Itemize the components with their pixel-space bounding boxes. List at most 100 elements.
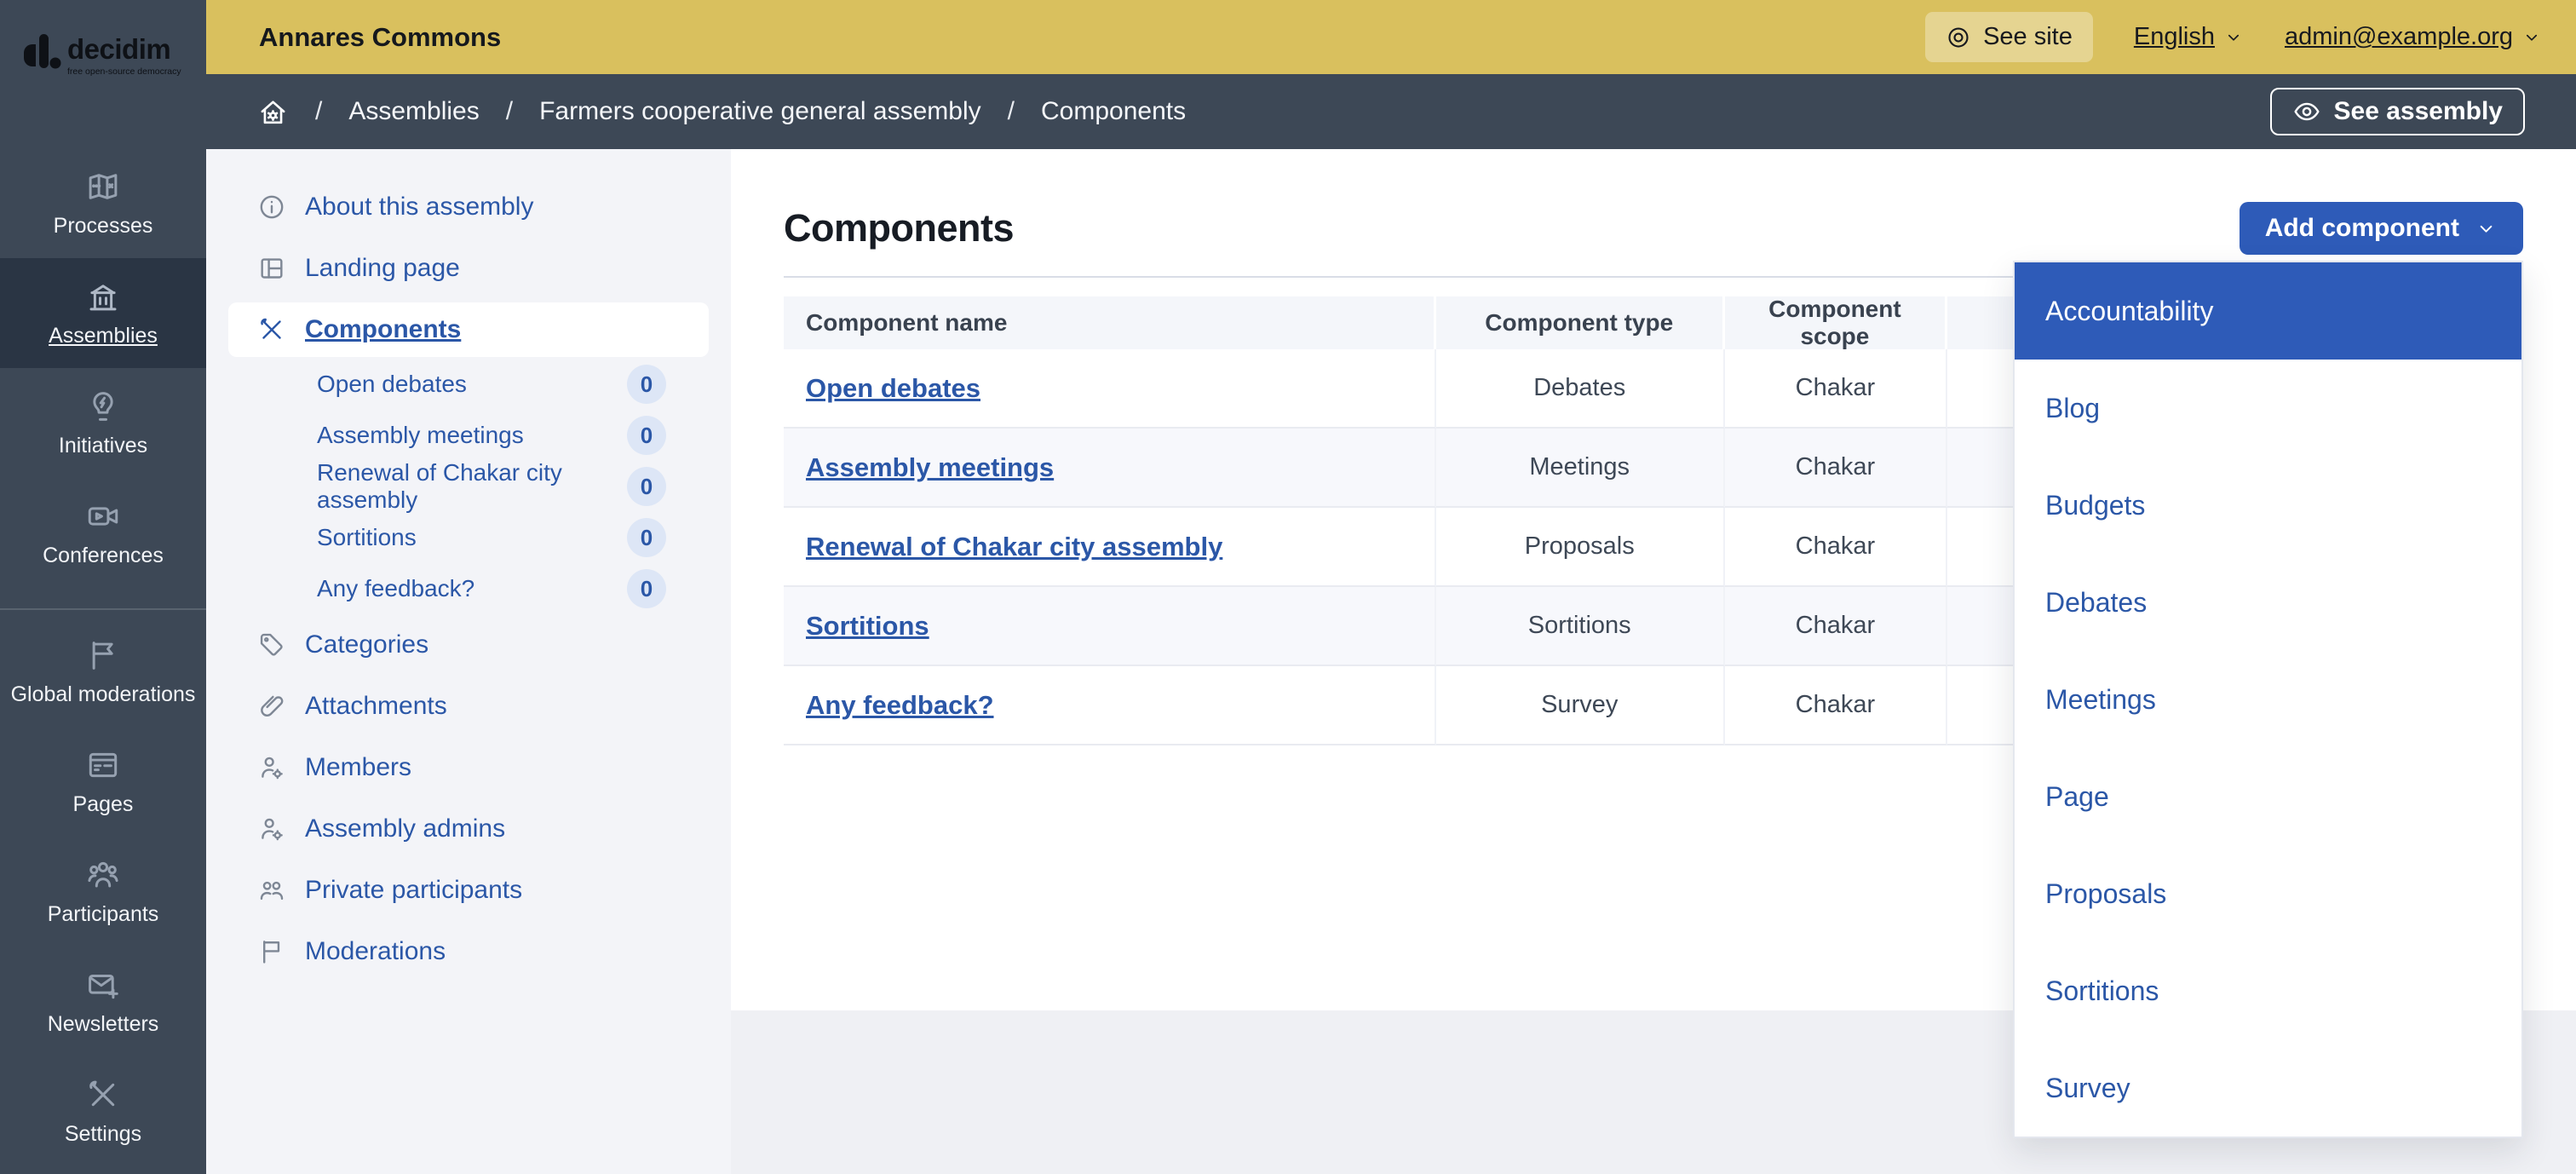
- component-child-open-debates[interactable]: Open debates 0: [228, 359, 709, 410]
- tools-icon: [261, 318, 281, 339]
- dropdown-item-proposals[interactable]: Proposals: [2045, 878, 2167, 909]
- assembly-nav-about[interactable]: About this assembly: [228, 180, 709, 234]
- decidim-logo: decidim free open-source democracy: [0, 0, 206, 107]
- sidebar-item-global-moderations[interactable]: Global moderations: [0, 617, 206, 727]
- account-label: admin@example.org: [2284, 23, 2513, 50]
- component-scope: Chakar: [1724, 429, 1948, 508]
- breadcrumb-assembly-name[interactable]: Farmers cooperative general assembly: [539, 97, 981, 125]
- dropdown-item-meetings[interactable]: Meetings: [2045, 683, 2156, 715]
- component-child-label: Assembly meetings: [317, 422, 524, 448]
- tag-icon: [260, 633, 283, 656]
- sidebar-divider: [0, 608, 206, 610]
- assembly-nav-components[interactable]: Components: [228, 302, 709, 357]
- sidebar-item-label: Newsletters: [47, 1012, 159, 1037]
- sidebar-item-label: Conferences: [43, 544, 164, 568]
- dropdown-item-debates[interactable]: Debates: [2045, 586, 2148, 618]
- page-title: Components: [784, 206, 1015, 250]
- info-icon: [260, 195, 284, 219]
- component-link[interactable]: Open debates: [806, 372, 980, 403]
- sidebar-item-processes[interactable]: Processes: [0, 148, 206, 258]
- sidebar-item-label: Global moderations: [10, 682, 196, 707]
- assembly-nav-landing-page[interactable]: Landing page: [228, 241, 709, 296]
- sidebar-item-conferences[interactable]: Conferences: [0, 478, 206, 588]
- component-scope: Chakar: [1724, 587, 1948, 666]
- dropdown-item-blog[interactable]: Blog: [2045, 392, 2101, 423]
- component-child-label: Open debates: [317, 371, 467, 397]
- component-link[interactable]: Any feedback?: [806, 689, 994, 720]
- dropdown-item-accountability[interactable]: Accountability: [2015, 262, 2521, 360]
- dropdown-item-sortitions[interactable]: Sortitions: [2045, 975, 2159, 1006]
- component-type: Sortitions: [1435, 587, 1725, 666]
- component-link[interactable]: Assembly meetings: [806, 452, 1055, 482]
- divider: [784, 276, 2523, 278]
- bank-icon: [89, 285, 117, 311]
- main-sidebar: decidim free open-source democracy Proce…: [0, 0, 206, 1174]
- assembly-nav-categories[interactable]: Categories: [228, 618, 709, 672]
- sidebar-item-label: Settings: [64, 1122, 142, 1147]
- tools-icon: [89, 1081, 115, 1107]
- assembly-nav-label: Components: [305, 315, 462, 343]
- organization-name: Annares Commons: [259, 21, 502, 52]
- target-eye-icon: [1948, 26, 1969, 48]
- account-menu[interactable]: admin@example.org: [2285, 23, 2542, 51]
- sidebar-item-label: Processes: [53, 214, 153, 239]
- component-type: Debates: [1435, 349, 1725, 429]
- main-nav: Processes Assemblies Initiatives Confere…: [0, 107, 206, 1174]
- sidebar-item-assemblies[interactable]: Assemblies: [0, 258, 206, 368]
- logo-name: decidim: [67, 32, 171, 65]
- component-scope: Chakar: [1724, 508, 1948, 587]
- add-component-dropdown: Accountability Blog Budgets Debates Meet…: [2013, 261, 2523, 1138]
- component-child-renewal[interactable]: Renewal of Chakar city assembly 0: [228, 459, 709, 513]
- language-selector[interactable]: English: [2134, 23, 2244, 51]
- group-icon: [260, 881, 284, 901]
- people-group-icon: [88, 862, 118, 888]
- breadcrumb-separator: /: [1007, 97, 1015, 125]
- assembly-nav-private-participants[interactable]: Private participants: [228, 863, 709, 918]
- assembly-nav-attachments[interactable]: Attachments: [228, 679, 709, 734]
- add-component-label: Add component: [2264, 214, 2459, 242]
- sidebar-item-participants[interactable]: Participants: [0, 837, 206, 947]
- component-child-any-feedback[interactable]: Any feedback? 0: [228, 563, 709, 614]
- home-breadcrumb-link[interactable]: [257, 96, 289, 128]
- sidebar-item-label: Initiatives: [58, 434, 148, 458]
- assembly-nav-moderations[interactable]: Moderations: [228, 924, 709, 979]
- component-link[interactable]: Sortitions: [806, 610, 929, 641]
- assembly-sidebar: About this assembly Landing page Compone…: [206, 149, 731, 1174]
- count-badge: 0: [627, 365, 666, 404]
- assembly-nav-members[interactable]: Members: [228, 740, 709, 795]
- count-badge: 0: [627, 467, 666, 506]
- lightbulb-icon: [93, 392, 113, 422]
- decidim-logo-icon: [24, 34, 61, 69]
- sidebar-item-pages[interactable]: Pages: [0, 727, 206, 837]
- sidebar-item-initiatives[interactable]: Initiatives: [0, 368, 206, 478]
- component-link[interactable]: Renewal of Chakar city assembly: [806, 531, 1223, 561]
- flag-icon: [92, 642, 113, 670]
- home-gear-icon: [261, 100, 285, 124]
- layout-icon: [261, 258, 283, 279]
- component-type: Proposals: [1435, 508, 1725, 587]
- see-site-button[interactable]: See site: [1925, 12, 2093, 62]
- assembly-nav-label: Landing page: [305, 254, 460, 282]
- component-type: Meetings: [1435, 429, 1725, 508]
- dropdown-item-survey[interactable]: Survey: [2045, 1072, 2130, 1103]
- component-scope: Chakar: [1724, 666, 1948, 745]
- sidebar-item-settings[interactable]: Settings: [0, 1056, 206, 1166]
- component-child-sortitions[interactable]: Sortitions 0: [228, 512, 709, 563]
- count-badge: 0: [627, 518, 666, 557]
- eye-icon: [2293, 102, 2320, 121]
- sidebar-item-newsletters[interactable]: Newsletters: [0, 947, 206, 1056]
- breadcrumb-components[interactable]: Components: [1040, 97, 1187, 125]
- breadcrumb-assemblies[interactable]: Assemblies: [348, 97, 480, 125]
- see-assembly-button[interactable]: See assembly: [2269, 88, 2525, 135]
- dropdown-item-budgets[interactable]: Budgets: [2045, 489, 2146, 521]
- col-component-scope: Component scope: [1724, 296, 1948, 349]
- sidebar-item-label: Pages: [72, 792, 134, 817]
- add-component-button[interactable]: Add component: [2239, 202, 2523, 255]
- component-child-assembly-meetings[interactable]: Assembly meetings 0: [228, 410, 709, 461]
- dropdown-item-page[interactable]: Page: [2045, 780, 2109, 812]
- topbar: Annares Commons See site English admin@e…: [206, 0, 2576, 74]
- col-component-type: Component type: [1435, 296, 1725, 349]
- sidebar-item-label: Assemblies: [49, 324, 158, 348]
- assembly-nav-assembly-admins[interactable]: Assembly admins: [228, 802, 709, 856]
